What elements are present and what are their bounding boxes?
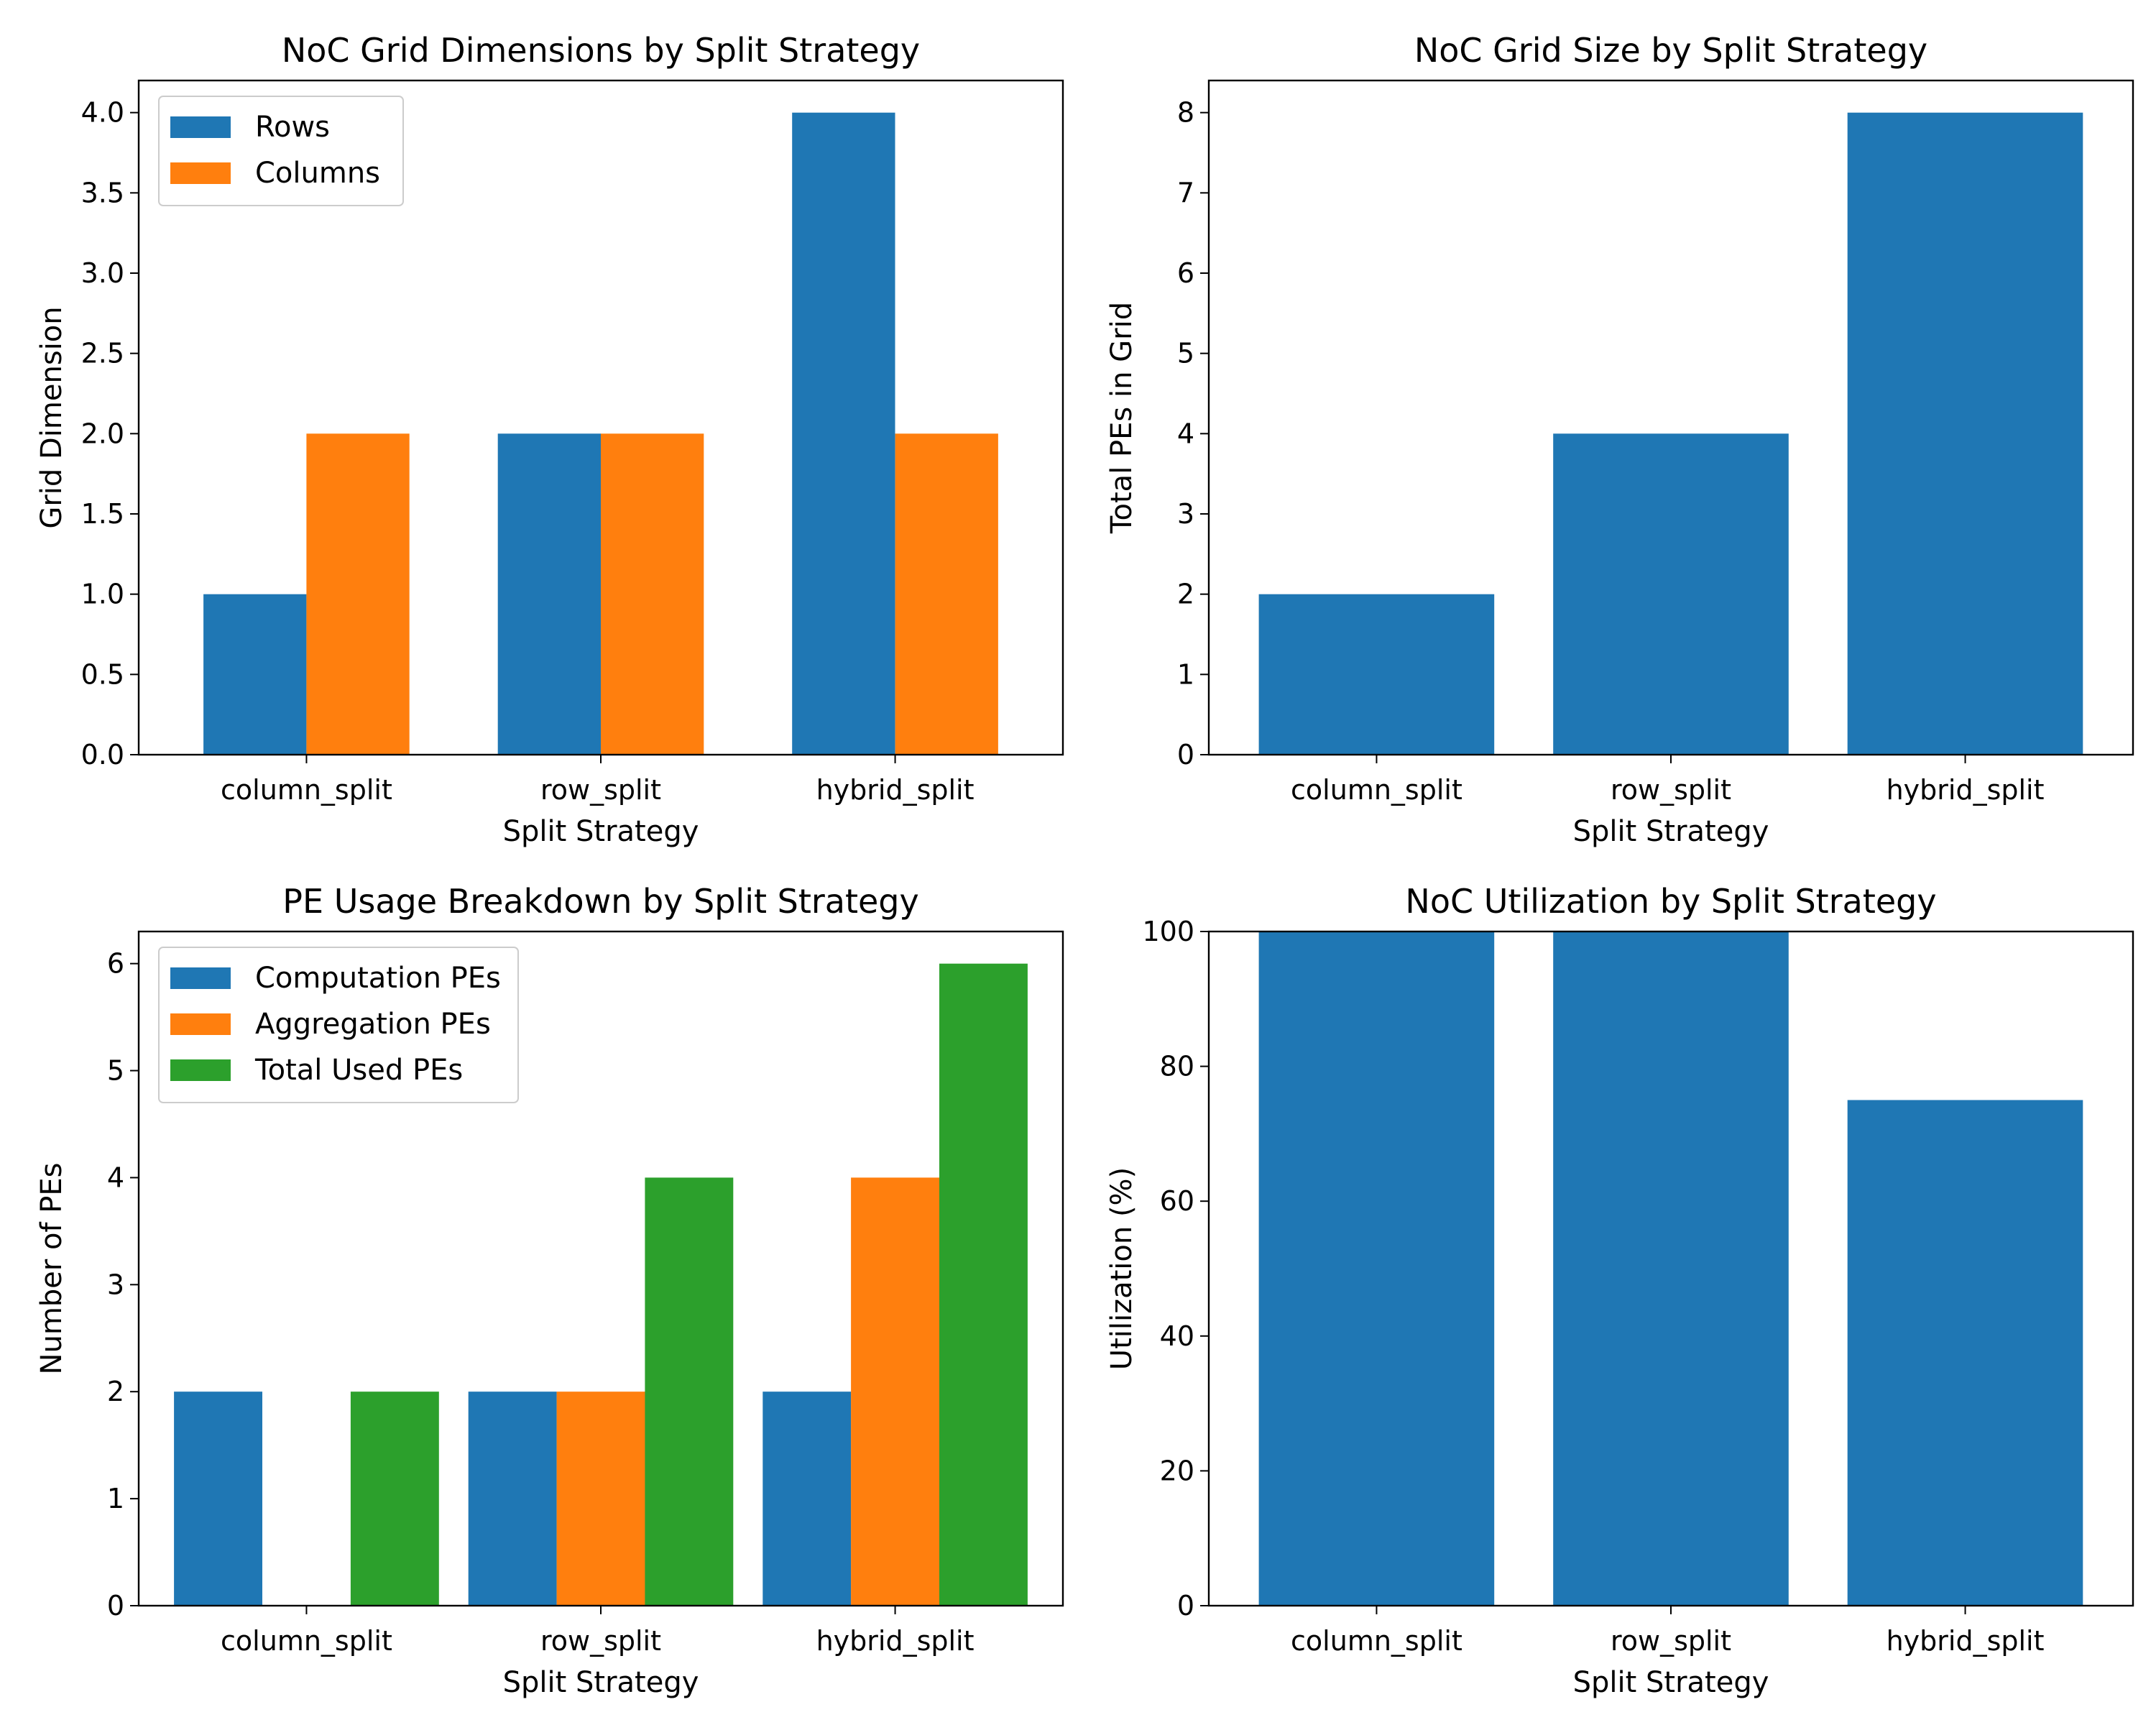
y-tick-label: 3.0 bbox=[81, 257, 124, 289]
y-tick-label: 1.5 bbox=[81, 498, 124, 530]
chart-title: NoC Grid Dimensions by Split Strategy bbox=[282, 31, 920, 70]
y-tick-label: 100 bbox=[1142, 916, 1194, 947]
y-tick-label: 3.5 bbox=[81, 177, 124, 208]
bar-rows-hybrid-split bbox=[792, 112, 895, 755]
bar-aggregation-pes-hybrid-split bbox=[851, 1177, 939, 1606]
bar-value-hybrid-split bbox=[1847, 1100, 2083, 1606]
y-tick-label: 1 bbox=[1177, 658, 1194, 690]
bar-value-hybrid-split bbox=[1847, 112, 2083, 755]
y-tick-label: 2.0 bbox=[81, 418, 124, 449]
x-tick-label: row_split bbox=[1611, 774, 1731, 806]
y-tick-label: 0 bbox=[1177, 739, 1194, 770]
y-tick-label: 2.5 bbox=[81, 338, 124, 369]
y-tick-label: 1 bbox=[107, 1483, 124, 1514]
y-tick-label: 2 bbox=[107, 1376, 124, 1407]
y-tick-label: 3 bbox=[107, 1269, 124, 1300]
x-tick-label: row_split bbox=[1611, 1625, 1731, 1657]
x-axis-label: Split Strategy bbox=[1573, 1666, 1769, 1699]
y-tick-label: 40 bbox=[1160, 1320, 1194, 1352]
x-tick-label: hybrid_split bbox=[1886, 1625, 2045, 1657]
y-tick-label: 60 bbox=[1160, 1185, 1194, 1217]
legend-swatch bbox=[170, 1059, 231, 1081]
y-tick-label: 6 bbox=[1177, 257, 1194, 289]
bar-value-column-split bbox=[1258, 594, 1495, 755]
y-tick-label: 6 bbox=[107, 948, 124, 980]
bar-columns-row-split bbox=[601, 433, 704, 755]
chart-4: 0 20 40 60 80 100 column_split row_split hybrid_… bbox=[1105, 882, 2134, 1699]
x-axis-label: Split Strategy bbox=[503, 815, 699, 848]
x-axis-label: Split Strategy bbox=[1573, 815, 1769, 848]
y-tick-label: 3 bbox=[1177, 498, 1194, 530]
legend-label: Columns bbox=[255, 157, 380, 190]
x-tick-label: column_split bbox=[1291, 774, 1462, 806]
chart-title: PE Usage Breakdown by Split Strategy bbox=[282, 882, 918, 921]
chart-2: 0 1 2 3 4 5 6 7 8 column_split row_split hybrid_spl… bbox=[1105, 31, 2134, 848]
legend-label: Rows bbox=[255, 111, 330, 144]
x-tick-label: hybrid_split bbox=[816, 774, 975, 806]
bar-total-used-pes-column-split bbox=[350, 1392, 439, 1606]
y-tick-label: 8 bbox=[1177, 97, 1194, 129]
y-tick-label: 4 bbox=[1177, 418, 1194, 449]
bar-rows-row-split bbox=[497, 433, 601, 755]
x-tick-label: column_split bbox=[221, 1625, 392, 1657]
x-axis-label: Split Strategy bbox=[503, 1666, 699, 1699]
bar-total-used-pes-hybrid-split bbox=[939, 963, 1028, 1606]
bar-computation-pes-row-split bbox=[468, 1392, 557, 1606]
bar-aggregation-pes-row-split bbox=[556, 1392, 645, 1606]
y-tick-label: 0 bbox=[1177, 1590, 1194, 1622]
y-tick-label: 4.0 bbox=[81, 97, 124, 129]
y-tick-label: 0.0 bbox=[81, 739, 124, 770]
y-tick-label: 4 bbox=[107, 1162, 124, 1193]
y-tick-label: 5 bbox=[107, 1055, 124, 1087]
bar-columns-hybrid-split bbox=[895, 433, 998, 755]
bar-value-column-split bbox=[1258, 932, 1495, 1606]
x-tick-label: hybrid_split bbox=[1886, 774, 2045, 806]
bar-computation-pes-column-split bbox=[174, 1392, 262, 1606]
y-tick-label: 2 bbox=[1177, 579, 1194, 610]
bar-columns-column-split bbox=[306, 433, 410, 755]
chart-title: NoC Grid Size by Split Strategy bbox=[1414, 31, 1927, 70]
y-axis-label: Total PEs in Grid bbox=[1105, 302, 1138, 534]
legend-swatch bbox=[170, 1013, 231, 1035]
bar-total-used-pes-row-split bbox=[645, 1177, 734, 1606]
y-axis-label: Number of PEs bbox=[35, 1163, 68, 1375]
bar-rows-column-split bbox=[203, 594, 307, 755]
x-tick-label: column_split bbox=[1291, 1625, 1462, 1657]
y-tick-label: 1.0 bbox=[81, 579, 124, 610]
legend-swatch bbox=[170, 967, 231, 989]
legend-label: Total Used PEs bbox=[254, 1054, 463, 1087]
y-tick-label: 0.5 bbox=[81, 658, 124, 690]
x-tick-label: row_split bbox=[540, 1625, 661, 1657]
x-tick-label: row_split bbox=[540, 774, 661, 806]
legend-frame bbox=[158, 947, 519, 1103]
bar-value-row-split bbox=[1553, 932, 1789, 1606]
y-tick-label: 0 bbox=[107, 1590, 124, 1622]
legend-label: Computation PEs bbox=[255, 962, 501, 995]
legend-swatch bbox=[170, 162, 231, 184]
y-tick-label: 7 bbox=[1177, 177, 1194, 208]
chart-3: 0 1 2 3 4 5 6 column_split row_split hybrid_split… bbox=[35, 882, 1064, 1699]
x-tick-label: hybrid_split bbox=[816, 1625, 975, 1657]
y-tick-label: 80 bbox=[1160, 1051, 1194, 1082]
bar-computation-pes-hybrid-split bbox=[763, 1392, 852, 1606]
legend-swatch bbox=[170, 116, 231, 138]
chart-title: NoC Utilization by Split Strategy bbox=[1405, 882, 1936, 921]
y-tick-label: 5 bbox=[1177, 338, 1194, 369]
y-axis-label: Utilization (%) bbox=[1105, 1167, 1138, 1370]
legend: Rows Columns bbox=[158, 96, 404, 206]
y-axis-label: Grid Dimension bbox=[35, 306, 68, 528]
x-tick-label: column_split bbox=[221, 774, 392, 806]
legend-label: Aggregation PEs bbox=[255, 1008, 491, 1041]
chart-1: 0.0 0.5 1.0 1.5 2.0 2.5 3.0 3.5 4.0 column_split r… bbox=[35, 31, 1064, 848]
y-tick-label: 20 bbox=[1160, 1455, 1194, 1486]
bar-value-row-split bbox=[1553, 433, 1789, 755]
legend: Computation PEs Aggregation PEs Total Used… bbox=[158, 947, 519, 1103]
